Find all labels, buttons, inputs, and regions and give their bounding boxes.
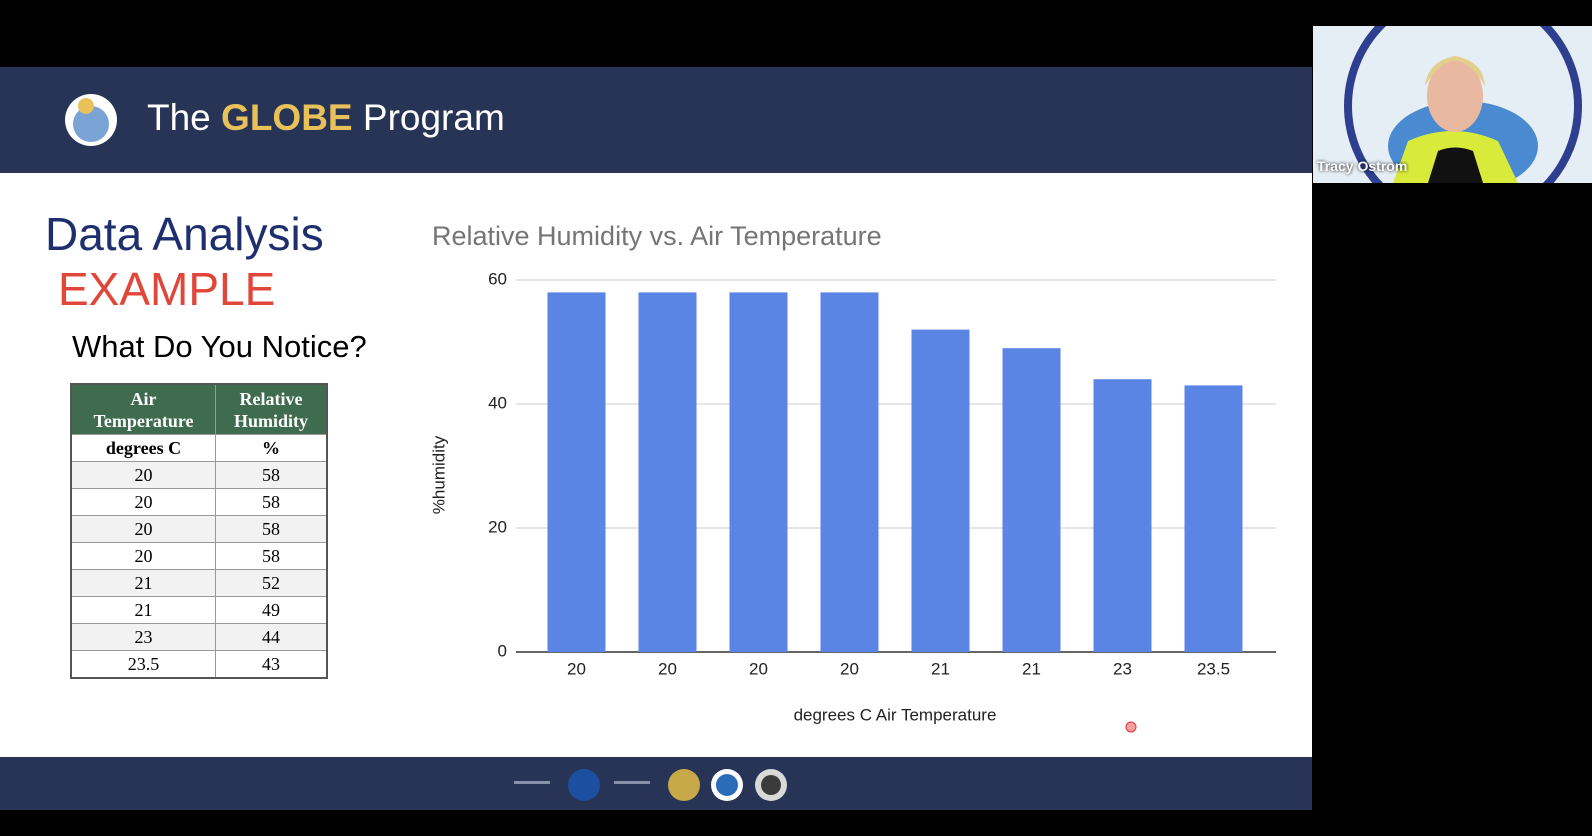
table-row: 20 58 — [70, 461, 328, 489]
data-table: Air Temperature Relative Humidity degree… — [70, 383, 328, 679]
bar — [911, 329, 970, 652]
table-row: 23 44 — [70, 623, 328, 651]
table-cell: 21 — [70, 569, 216, 597]
x-tick-label: 20 — [840, 659, 859, 678]
slide-prompt: What Do You Notice? — [72, 329, 367, 364]
video-frame — [1344, 26, 1582, 183]
sponsor-logos — [514, 769, 787, 801]
y-tick-label: 60 — [488, 269, 507, 288]
x-axis-label: degrees C Air Temperature — [794, 705, 997, 724]
header-text: Relative Humidity — [233, 388, 308, 431]
chart: Relative Humidity vs. Air Temperature de… — [429, 221, 1276, 733]
title-word: Program — [362, 97, 505, 138]
x-tick-label: 23.5 — [1197, 659, 1230, 678]
table-cell: 43 — [215, 650, 328, 679]
table-cell: 58 — [215, 542, 328, 570]
header-bar: The GLOBE Program — [0, 67, 1312, 173]
program-title: The GLOBE Program — [147, 97, 505, 139]
footer-bar — [0, 757, 1312, 810]
y-tick-label: 0 — [498, 641, 507, 660]
x-tick-label: 20 — [567, 659, 586, 678]
x-tick-label: 23 — [1113, 659, 1132, 678]
table-cell: 58 — [215, 461, 328, 489]
table-cell: 20 — [70, 461, 216, 489]
table-row: 20 58 — [70, 542, 328, 570]
slide: The GLOBE Program Data Analysis EXAMPLE … — [0, 67, 1312, 810]
unit-cell: % — [215, 434, 328, 462]
table-cell: 58 — [215, 488, 328, 516]
participant-name: Tracy Ostrom — [1317, 158, 1408, 174]
x-tick-label: 20 — [749, 659, 768, 678]
title-word: The — [147, 97, 211, 138]
table-cell: 20 — [70, 515, 216, 543]
bar — [638, 292, 697, 652]
bar — [547, 292, 606, 652]
table-cell: 23 — [70, 623, 216, 651]
units-row: degrees C % — [70, 434, 328, 462]
globe-logo — [65, 94, 117, 146]
x-tick-label: 21 — [931, 659, 950, 678]
title-word: GLOBE — [221, 97, 353, 138]
bar — [1093, 379, 1152, 652]
slide-subheading: EXAMPLE — [58, 263, 276, 315]
header-text: Air Temperature — [93, 388, 194, 431]
y-axis-label: %humidity — [429, 435, 448, 514]
y-tick-label: 20 — [488, 517, 507, 536]
table-cell: 44 — [215, 623, 328, 651]
x-tick-label: 20 — [658, 659, 677, 678]
header-cell: Air Temperature — [70, 383, 216, 435]
bar — [1184, 385, 1243, 652]
chart-title: Relative Humidity vs. Air Temperature — [432, 221, 882, 251]
table-cell: 20 — [70, 488, 216, 516]
table-row: 20 58 — [70, 488, 328, 516]
bar — [1002, 348, 1061, 652]
table-row: 21 52 — [70, 569, 328, 597]
table-cell: 52 — [215, 569, 328, 597]
cursor — [1125, 721, 1137, 733]
x-tick-label: 21 — [1022, 659, 1041, 678]
participant-video: Tracy Ostrom — [1313, 26, 1592, 183]
table-row: 20 58 — [70, 515, 328, 543]
slide-heading: Data Analysis — [45, 208, 324, 260]
unit-cell: degrees C — [70, 434, 216, 462]
table-header: Air Temperature Relative Humidity — [70, 383, 328, 435]
table-cell: 23.5 — [70, 650, 216, 679]
bar — [820, 292, 879, 652]
bar — [729, 292, 788, 652]
table-cell: 58 — [215, 515, 328, 543]
table-row: 23.5 43 — [70, 650, 328, 679]
y-tick-label: 40 — [488, 393, 507, 412]
